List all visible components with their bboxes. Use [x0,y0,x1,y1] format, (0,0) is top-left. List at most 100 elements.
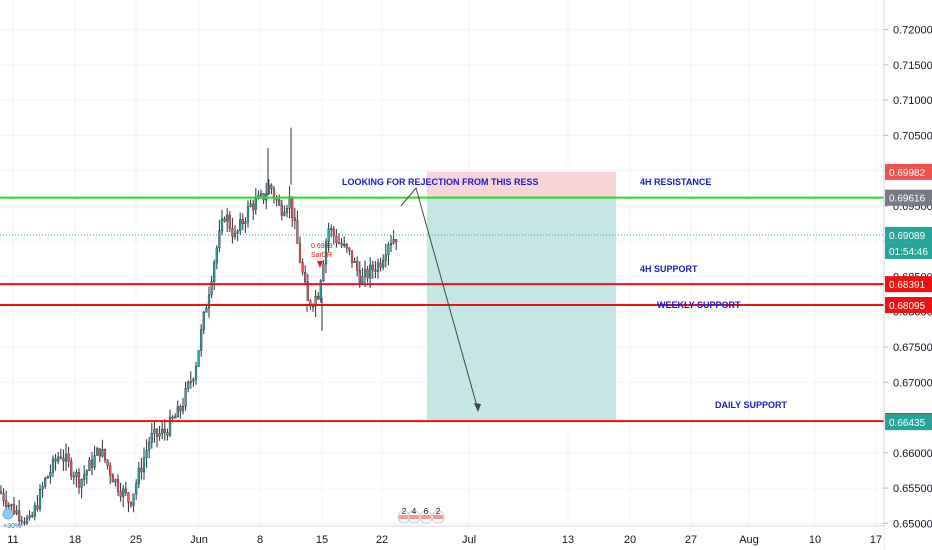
level-label: 4H RESISTANCE [640,177,711,187]
candle [176,400,179,418]
candle-body [361,276,364,284]
candle [233,225,237,240]
candle-body [15,510,18,514]
candle-body [223,218,226,222]
candle-body [31,515,34,517]
candle [202,311,205,335]
y-tick-label: 0.71500 [893,60,932,72]
candle-body [309,300,312,307]
candle-body [155,428,159,437]
x-tick-label: Aug [739,534,759,546]
candle-body [49,472,52,477]
x-tick-label: 27 [685,534,697,546]
x-tick-label: 18 [69,534,81,546]
price-axis-bg [884,0,932,550]
candle-body [194,366,198,380]
level-label: 4H SUPPORT [640,264,698,274]
candle [64,443,68,471]
candle-body [322,263,325,282]
candle [254,188,257,215]
candle-body [306,281,309,301]
candle-body [85,470,88,476]
candle-body [371,264,374,271]
level-label: DAILY SUPPORT [715,400,788,410]
candle-body [184,388,187,407]
level-price-tag-bg [885,276,932,293]
candle [98,448,101,463]
candle [106,459,109,470]
candle [239,212,242,235]
x-tick-label: Jun [190,534,208,546]
candle [350,250,354,268]
candle-body [127,492,130,503]
candle-body [387,244,390,255]
candle [317,292,320,301]
candle [324,238,328,274]
candle-body [93,455,96,468]
candle [356,256,359,277]
candle-body [345,243,348,249]
candle [72,471,75,485]
candle [228,210,231,232]
candle-body [335,235,338,243]
candle-body [88,459,91,471]
candle [192,377,195,387]
candle-body [317,295,320,300]
candle-body [319,280,322,300]
candle-body [109,465,112,476]
candle [293,208,296,230]
candle [93,445,96,470]
candle [285,204,289,218]
candle-body [137,467,140,484]
x-tick-label: 22 [376,534,388,546]
candle [249,199,252,208]
candle-body [18,510,21,522]
candle [348,247,351,256]
candle [345,242,348,254]
candle [70,457,73,481]
price-tag-bg [885,189,932,206]
candle [207,286,211,318]
candle-body [10,504,13,506]
candle [278,194,281,207]
candle [231,217,234,244]
candle [301,258,304,276]
candle-body [207,294,211,309]
candle-body [122,488,125,497]
candle [140,457,143,480]
y-tick-label: 0.67000 [893,377,932,389]
candle [122,485,125,508]
candle-body [296,220,299,244]
candle [322,260,325,283]
y-tick-label: 0.67500 [893,342,932,354]
candle-body [356,261,359,271]
candle [218,219,221,253]
candle [51,455,55,478]
candle [49,464,52,484]
candle [158,425,161,441]
candle [288,185,291,219]
left-event-icon [2,508,14,520]
candle-body [153,428,156,434]
candle-body [200,329,203,351]
price-tag-bg [885,226,932,243]
candle-body [241,219,244,224]
y-tick-label: 0.71000 [893,95,932,107]
candle [226,208,229,232]
candle-body [51,458,55,473]
candle [306,273,309,301]
candle-body [202,312,205,330]
candle [31,511,34,519]
candle [36,495,39,512]
candle [361,267,364,284]
candle-body [337,242,341,244]
candle [223,216,226,223]
candle-body [90,459,94,468]
candle [44,476,47,489]
candle [184,381,187,411]
event-badge-flag [433,515,443,519]
candle-body [7,505,10,508]
candle [181,397,185,415]
